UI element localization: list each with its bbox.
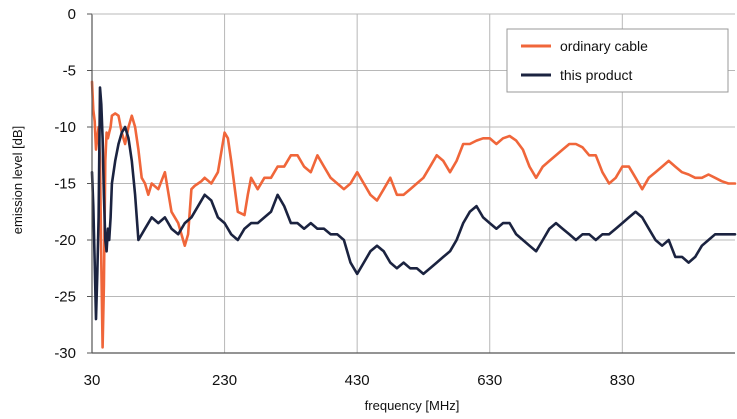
x-tick-label: 230	[212, 372, 237, 389]
y-tick-label: -25	[54, 289, 76, 306]
chart-tick-labels: 0 -5 -10 -15 -20 -25 -30 30 230 430 630 830	[54, 6, 635, 389]
y-tick-label: 0	[68, 6, 76, 23]
x-tick-label: 830	[610, 372, 635, 389]
x-tick-label: 430	[345, 372, 370, 389]
y-tick-label: -5	[63, 63, 76, 80]
chart-axes	[87, 13, 735, 354]
y-tick-label: -15	[54, 176, 76, 193]
legend-label-ordinary-cable: ordinary cable	[560, 38, 648, 54]
y-tick-label: -20	[54, 232, 76, 249]
y-axis-label: emission level [dB]	[10, 126, 25, 234]
chart-series	[90, 80, 737, 349]
y-tick-label: -10	[54, 119, 76, 136]
x-axis-label: frequency [MHz]	[365, 398, 460, 413]
y-tick-label: -30	[54, 345, 76, 362]
x-tick-label: 630	[477, 372, 502, 389]
chart-grid	[92, 13, 735, 354]
series-line-this-product	[90, 86, 737, 321]
legend-box	[506, 28, 729, 93]
chart-legend: ordinary cable this product	[506, 28, 729, 93]
x-tick-label: 30	[84, 372, 101, 389]
series-line-ordinary-cable	[90, 80, 737, 349]
legend-label-this-product: this product	[560, 67, 632, 83]
